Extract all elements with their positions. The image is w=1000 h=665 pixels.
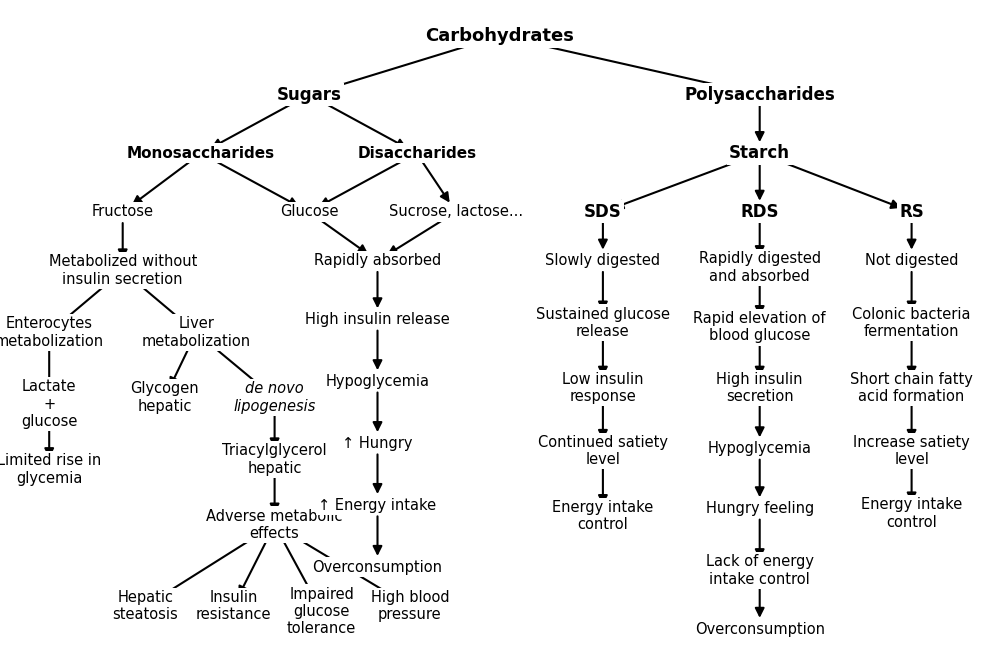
Text: Colonic bacteria
fermentation: Colonic bacteria fermentation: [852, 307, 971, 339]
Text: Starch: Starch: [729, 144, 790, 162]
Text: SDS: SDS: [584, 203, 622, 221]
Text: Polysaccharides: Polysaccharides: [684, 86, 835, 104]
Text: Triacylglycerol
hepatic: Triacylglycerol hepatic: [222, 444, 327, 475]
Text: Monosaccharides: Monosaccharides: [127, 146, 275, 161]
Text: Sustained glucose
release: Sustained glucose release: [536, 307, 670, 339]
Text: Slowly digested: Slowly digested: [545, 253, 660, 268]
Text: Lack of energy
intake control: Lack of energy intake control: [706, 554, 814, 587]
Text: ↑ Energy intake: ↑ Energy intake: [318, 497, 437, 513]
Text: Low insulin
response: Low insulin response: [562, 372, 644, 404]
Text: Limited rise in
glycemia: Limited rise in glycemia: [0, 453, 101, 485]
Text: Disaccharides: Disaccharides: [357, 146, 476, 161]
Text: Adverse metabolic
effects: Adverse metabolic effects: [206, 509, 343, 541]
Text: Sucrose, lactose...: Sucrose, lactose...: [389, 204, 523, 219]
Text: Insulin
resistance: Insulin resistance: [196, 590, 271, 622]
Text: Impaired
glucose
tolerance: Impaired glucose tolerance: [287, 587, 356, 636]
Text: RS: RS: [899, 203, 924, 221]
Text: Energy intake
control: Energy intake control: [861, 497, 962, 530]
Text: ↑ Hungry: ↑ Hungry: [342, 436, 413, 451]
Text: RDS: RDS: [740, 203, 779, 221]
Text: Carbohydrates: Carbohydrates: [426, 27, 574, 45]
Text: Hepatic
steatosis: Hepatic steatosis: [112, 590, 178, 622]
Text: Overconsumption: Overconsumption: [695, 622, 825, 636]
Text: Energy intake
control: Energy intake control: [552, 500, 654, 533]
Text: Rapidly absorbed: Rapidly absorbed: [314, 253, 441, 268]
Text: Sugars: Sugars: [276, 86, 341, 104]
Text: Liver
metabolization: Liver metabolization: [142, 317, 251, 348]
Text: High insulin
secretion: High insulin secretion: [716, 372, 803, 404]
Text: Overconsumption: Overconsumption: [312, 560, 442, 575]
Text: Glucose: Glucose: [280, 204, 338, 219]
Text: Continued satiety
level: Continued satiety level: [538, 435, 668, 467]
Text: Glycogen
hepatic: Glycogen hepatic: [131, 382, 199, 414]
Text: Short chain fatty
acid formation: Short chain fatty acid formation: [850, 372, 973, 404]
Text: Not digested: Not digested: [865, 253, 958, 268]
Text: Lactate
+
glucose: Lactate + glucose: [21, 379, 77, 429]
Text: Metabolized without
insulin secretion: Metabolized without insulin secretion: [49, 255, 197, 287]
Text: Increase satiety
level: Increase satiety level: [853, 435, 970, 467]
Text: Rapid elevation of
blood glucose: Rapid elevation of blood glucose: [693, 311, 826, 344]
Text: Hypoglycemia: Hypoglycemia: [708, 441, 812, 456]
Text: de novo
lipogenesis: de novo lipogenesis: [233, 382, 316, 414]
Text: Enterocytes
metabolization: Enterocytes metabolization: [0, 317, 104, 348]
Text: Hypoglycemia: Hypoglycemia: [326, 374, 430, 389]
Text: Fructose: Fructose: [92, 204, 154, 219]
Text: High blood
pressure: High blood pressure: [371, 590, 449, 622]
Text: Hungry feeling: Hungry feeling: [706, 501, 814, 516]
Text: High insulin release: High insulin release: [305, 312, 450, 327]
Text: Rapidly digested
and absorbed: Rapidly digested and absorbed: [699, 251, 821, 283]
